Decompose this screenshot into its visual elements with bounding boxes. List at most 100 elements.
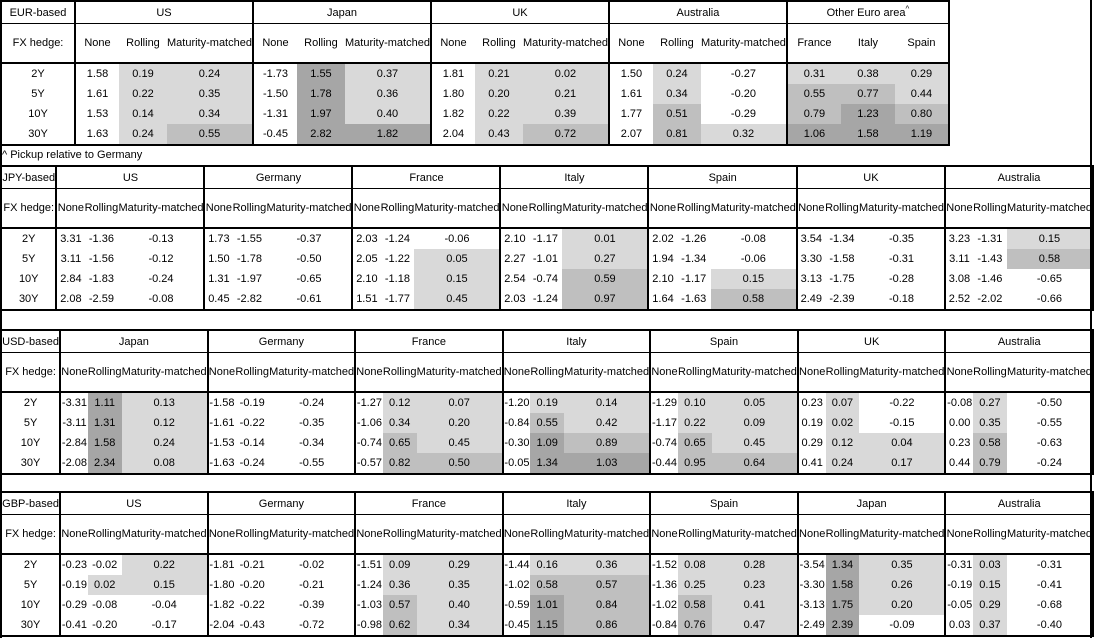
value-cell: 1.75 [825, 595, 860, 615]
value-cell: -0.15 [889, 417, 915, 429]
table-gbp-based: GBP-based US Germany France Italy Spain Japan A… [0, 491, 1094, 637]
value-cell: -1.24 [384, 233, 410, 245]
column-header: Maturity-matched [710, 188, 797, 229]
value-cell: 0.39 [522, 104, 609, 124]
column-header: Rolling [382, 352, 417, 393]
value-cell: 0.05 [414, 249, 501, 269]
value-cell: -2.49 [796, 615, 826, 636]
value-cell: 0.02 [825, 413, 860, 433]
fx-hedge-label: FX hedge: [1, 352, 61, 393]
value-cell: 0.43 [474, 124, 523, 145]
column-header: None [944, 352, 974, 393]
value-cell: -0.04 [151, 599, 177, 611]
value-cell: 0.36 [382, 575, 417, 595]
column-header: None [607, 23, 653, 64]
value-cell: 2.10 [647, 269, 677, 289]
value-cell: 2.02 [647, 228, 677, 249]
column-header: None [206, 514, 236, 555]
value-cell: 0.31 [785, 63, 841, 84]
value-cell: -2.08 [59, 453, 88, 474]
value-cell: -1.44 [501, 554, 531, 575]
value-cell: -1.17 [649, 413, 678, 433]
value-cell: -3.54 [796, 554, 826, 575]
column-header: Maturity-matched [859, 514, 946, 555]
column-header: Maturity-matched [416, 514, 503, 555]
value-cell: 2.27 [499, 249, 529, 269]
column-header: Maturity-matched [1006, 514, 1093, 555]
value-cell: 0.21 [474, 63, 523, 84]
value-cell: -0.59 [501, 595, 531, 615]
table-eur-based: EUR-based US Japan UK Australia Other Euro ar… [0, 0, 950, 146]
value-cell: 0.35 [973, 413, 1007, 433]
value-cell: -1.83 [88, 273, 114, 285]
value-cell: -0.24 [299, 397, 325, 409]
value-cell: -1.22 [384, 253, 410, 265]
value-cell: -1.01 [532, 253, 558, 265]
value-cell: 0.34 [652, 84, 701, 104]
base-currency-label: JPY-based [1, 166, 57, 189]
value-cell: 0.76 [677, 615, 712, 636]
value-cell: -0.84 [501, 413, 531, 433]
column-header: France [785, 23, 841, 64]
value-cell: -0.57 [354, 453, 383, 474]
value-cell: -1.81 [206, 554, 236, 575]
tenor-label: 5Y [23, 417, 38, 429]
fx-hedge-label: FX hedge: [1, 23, 75, 64]
value-cell: 1.50 [203, 249, 233, 269]
country-header-row: USD-based Japan Germany France Italy Spain UK A… [1, 330, 1093, 353]
value-cell: 0.45 [203, 289, 233, 310]
value-cell: 0.08 [121, 453, 208, 474]
country-header: Japan [251, 1, 431, 24]
value-cell: 0.12 [121, 413, 208, 433]
value-cell: 0.24 [119, 124, 167, 145]
column-header: Rolling [87, 514, 122, 555]
value-cell: 0.45 [414, 289, 501, 310]
value-cell: 0.64 [711, 453, 798, 474]
column-header: Rolling [235, 514, 270, 555]
value-cell: -0.45 [251, 124, 297, 145]
table-jpy-based: JPY-based US Germany France Italy Spain UK Aust… [0, 165, 1094, 311]
country-name: US [122, 171, 139, 184]
value-cell: -0.17 [151, 619, 177, 631]
column-header: None [206, 352, 236, 393]
value-cell: 0.79 [785, 104, 841, 124]
value-cell: 0.24 [167, 63, 253, 84]
country-header: UK [429, 1, 609, 24]
value-cell: 1.58 [87, 433, 122, 453]
value-cell: 3.11 [944, 249, 973, 269]
value-cell: -0.12 [148, 253, 174, 265]
value-cell: -0.65 [296, 273, 322, 285]
country-header: Australia [944, 166, 1093, 189]
value-cell: -1.31 [977, 233, 1003, 245]
value-cell: -1.61 [206, 413, 236, 433]
value-cell: 0.19 [530, 392, 565, 413]
value-cell: -1.52 [649, 554, 678, 575]
value-cell: -0.22 [889, 397, 915, 409]
value-cell: -0.68 [1036, 599, 1062, 611]
value-cell: 0.24 [652, 63, 701, 84]
value-cell: -0.21 [239, 559, 265, 571]
value-cell: 1.77 [607, 104, 653, 124]
country-header: UK [795, 166, 945, 189]
value-cell: 0.55 [167, 124, 253, 145]
value-cell: -1.31 [251, 104, 297, 124]
jpy-based-table-container: JPY-based US Germany France Italy Spain UK Aust… [0, 165, 1094, 311]
column-header: Maturity-matched [1006, 352, 1093, 393]
country-name: Italy [566, 335, 587, 348]
column-header: None [55, 188, 85, 229]
country-header: France [354, 330, 503, 353]
country-header: Australia [944, 330, 1093, 353]
value-cell: 0.07 [825, 392, 860, 413]
value-cell: 0.32 [700, 124, 787, 145]
country-name: France [411, 497, 447, 510]
value-cell: -1.53 [206, 433, 236, 453]
value-cell: 0.45 [416, 433, 503, 453]
value-cell: -0.06 [444, 233, 470, 245]
value-cell: -0.08 [740, 233, 766, 245]
value-cell: -0.31 [888, 253, 915, 265]
value-cell: 0.20 [416, 413, 503, 433]
value-cell: 0.21 [522, 84, 609, 104]
value-cell: 0.20 [474, 84, 523, 104]
table-row: 2Y 3.31 -1.36 -0.13 1.73 -1.55 -0.37 2.03 -1.24 -… [1, 228, 1093, 249]
value-cell: -0.31 [1036, 559, 1062, 571]
